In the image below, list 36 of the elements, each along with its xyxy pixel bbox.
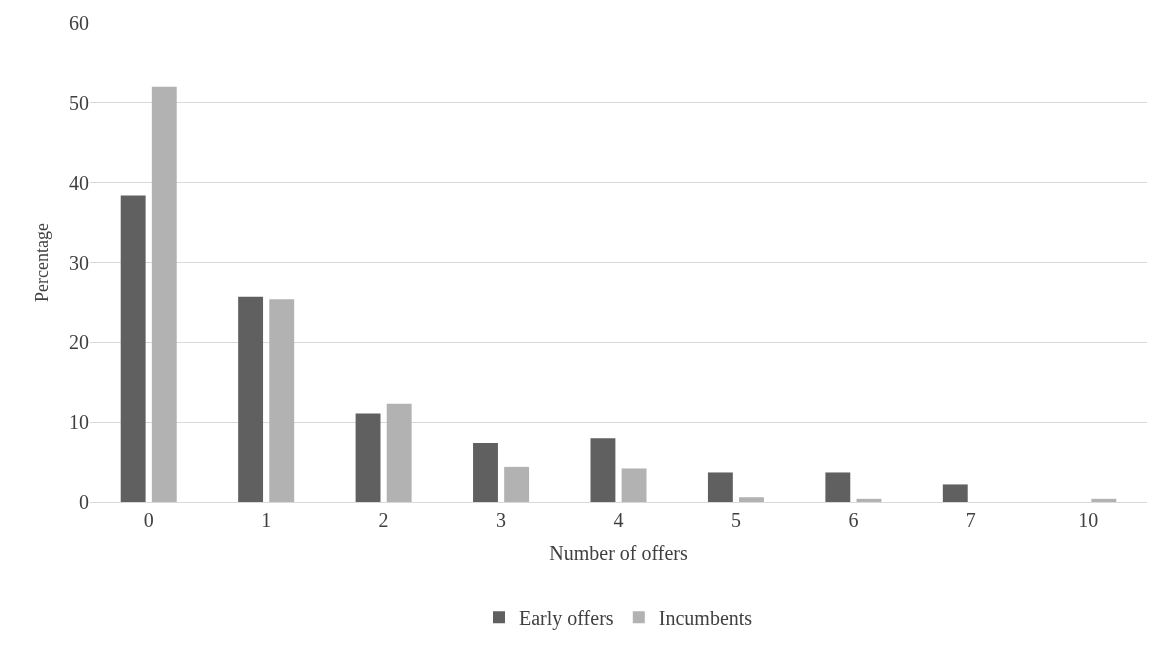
x-axis-title: Number of offers [549, 541, 688, 564]
bar [707, 472, 733, 502]
x-tick-label: 0 [143, 509, 154, 531]
bar [355, 413, 381, 502]
y-tick-label: 10 [69, 411, 89, 434]
y-tick-label: 30 [69, 251, 89, 274]
bar [151, 86, 177, 502]
x-tick-label: 1 [261, 509, 272, 531]
y-tick-label: 40 [69, 171, 89, 194]
x-tick-label: 3 [496, 509, 507, 531]
bar [504, 466, 530, 502]
bar [120, 195, 146, 502]
x-tick-label: 4 [613, 509, 624, 531]
bar [386, 403, 412, 502]
y-tick-label: 20 [69, 331, 89, 354]
y-axis-title: Percentage [32, 223, 53, 302]
legend-label: Early offers [519, 607, 614, 631]
bar [238, 296, 264, 502]
bar [942, 484, 968, 502]
x-tick-label: 2 [378, 509, 389, 531]
bar [1091, 498, 1117, 502]
bar [739, 497, 764, 502]
bar [590, 438, 616, 502]
x-tick-label: 5 [730, 509, 741, 531]
y-tick-label: 50 [69, 91, 89, 114]
bar [269, 299, 295, 502]
bar [825, 472, 851, 502]
x-tick-label: 10 [1078, 509, 1099, 531]
y-tick-label: 0 [79, 491, 89, 513]
x-tick-label: 6 [848, 509, 859, 531]
x-tick-label: 7 [965, 509, 976, 531]
bar [856, 498, 882, 502]
legend-label: Incumbents [658, 607, 753, 630]
bar [473, 442, 498, 502]
bar [621, 468, 647, 502]
y-tick-label: 60 [69, 12, 89, 34]
